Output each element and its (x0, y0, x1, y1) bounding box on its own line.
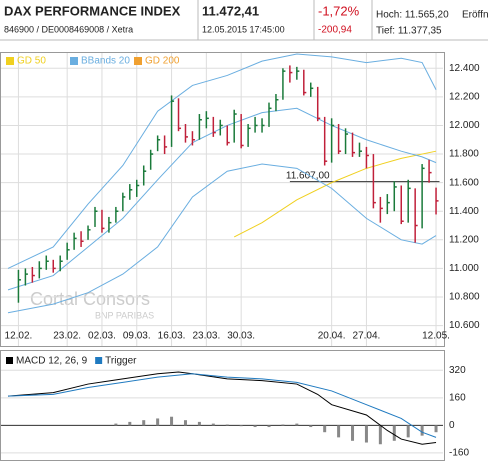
histogram-bar (267, 425, 271, 428)
histogram-bar (253, 425, 257, 428)
histogram-bar (351, 425, 355, 441)
histogram-bar (239, 425, 243, 427)
histogram-bar (281, 424, 285, 426)
y-tick-label: -160 (449, 447, 469, 458)
y-tick-label: 10.600 (449, 320, 480, 331)
histogram-bar (170, 416, 174, 426)
histogram-bar (295, 423, 299, 426)
x-tick-label: 12.02. (5, 331, 33, 342)
y-tick-label: 11.800 (449, 149, 479, 160)
bband-line (7, 163, 437, 314)
macd-line (7, 371, 437, 445)
bband-line (7, 107, 437, 291)
y-tick-label: 11.600 (449, 177, 479, 188)
x-tick-label: 16.03. (158, 331, 186, 342)
header-bg (0, 0, 488, 44)
histogram-bar (128, 421, 132, 426)
histogram-bar (323, 425, 327, 433)
histogram-bar (114, 423, 118, 426)
legend-swatch (70, 57, 78, 65)
legend-swatch (134, 57, 142, 65)
histogram-bar (434, 425, 438, 433)
histogram-bar (406, 425, 410, 438)
y-tick-label: 0 (449, 420, 455, 431)
high: Hoch: 11.565,20 (376, 10, 449, 21)
title: DAX PERFORMANCE INDEX (4, 3, 181, 18)
x-tick-label: 09.03. (123, 331, 151, 342)
macd-line (7, 373, 437, 438)
legend-label: GD 50 (17, 56, 46, 67)
x-tick-label: 20.04. (318, 331, 346, 342)
watermark: Cortal Consors (30, 289, 150, 309)
legend-swatch (95, 357, 103, 364)
histogram-bar (197, 421, 201, 426)
x-tick-label: 23.02. (53, 331, 81, 342)
x-tick-label: 23.03. (192, 331, 220, 342)
y-tick-label: 12.400 (449, 63, 480, 74)
histogram-bar (364, 425, 368, 443)
legend-label: MACD 12, 26, 9 (16, 356, 88, 367)
x-tick-label: 02.03. (88, 331, 116, 342)
bband-line (7, 53, 437, 269)
open: Eröffn (462, 10, 488, 21)
histogram-bar (183, 420, 187, 426)
y-tick-label: 11.000 (449, 263, 479, 274)
legend-swatch (6, 57, 14, 65)
histogram-bar (337, 425, 341, 438)
change: -200,94 (318, 25, 352, 36)
x-tick-label: 27.04. (353, 331, 381, 342)
y-tick-label: 12.200 (449, 92, 480, 103)
histogram-bar (211, 423, 215, 426)
y-tick-label: 12.000 (449, 120, 480, 131)
legend-label: BBands 20 (81, 56, 130, 67)
time: 12.05.2015 17:45:00 (202, 24, 285, 34)
histogram-bar (392, 425, 396, 441)
main-frame (0, 52, 445, 347)
y-tick-label: 10.800 (449, 292, 480, 303)
ma-line (233, 150, 437, 238)
id: 846900 / DE0008469008 / Xetra (4, 24, 133, 34)
price: 11.472,41 (202, 3, 259, 18)
x-tick-label: 30.03. (227, 331, 255, 342)
y-tick-label: 160 (449, 392, 466, 403)
histogram-bar (142, 420, 146, 426)
low: Tief: 11.377,35 (376, 26, 442, 37)
y-tick-label: 11.400 (449, 206, 479, 217)
x-tick-label: 12.05. (422, 331, 450, 342)
change-pct: -1,72% (318, 3, 360, 18)
histogram-bar (420, 425, 424, 436)
y-tick-label: 11.200 (449, 234, 479, 245)
histogram-bar (156, 418, 160, 426)
reference-label: 11.607,00 (286, 170, 330, 181)
legend-label: Trigger (105, 356, 137, 367)
legend-swatch (6, 357, 13, 364)
histogram-bar (309, 425, 313, 428)
y-tick-label: 320 (449, 365, 466, 376)
watermark: BNP PARIBAS (95, 310, 154, 320)
histogram-bar (378, 425, 382, 445)
macd-frame (0, 350, 445, 461)
legend-label: GD 200 (145, 56, 180, 67)
histogram-bar (225, 424, 229, 426)
